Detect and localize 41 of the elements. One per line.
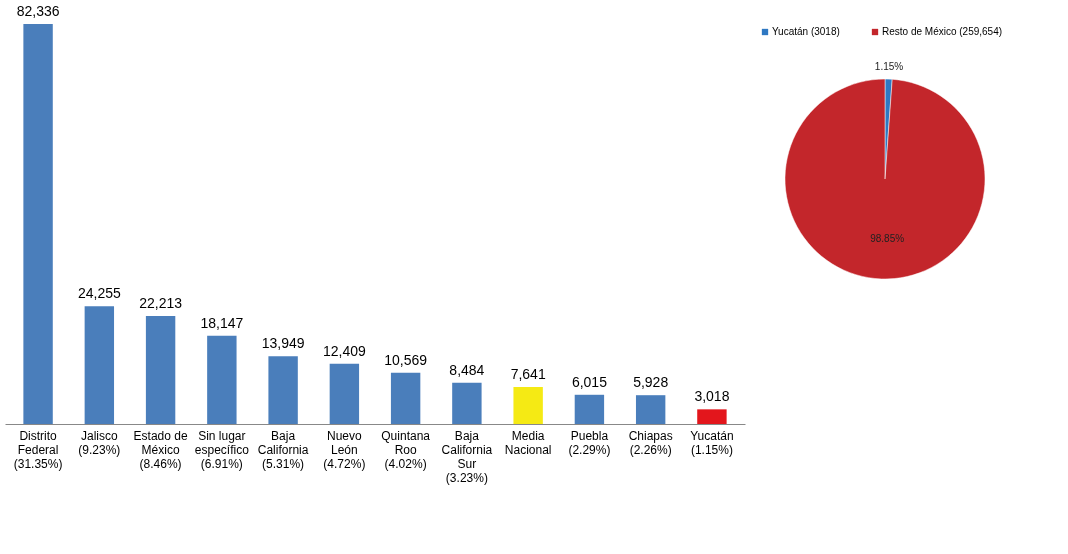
bar <box>145 316 176 424</box>
bar <box>452 382 482 424</box>
x-tick-label: Estado de México (8.46%) <box>133 428 188 471</box>
bar <box>697 409 727 424</box>
x-tick-label: Jalisco (9.23%) <box>78 428 121 457</box>
data-label: 98.85% <box>870 232 905 244</box>
bar <box>329 363 360 424</box>
bar <box>207 335 237 424</box>
bar <box>390 372 421 424</box>
x-tick-label: Yucatán (1.15%) <box>690 428 734 457</box>
x-tick-label: Distrito Federal (31.35%) <box>13 428 63 471</box>
bar <box>23 24 53 424</box>
x-tick-label: Quintana Roo (4.02%) <box>381 428 431 471</box>
data-label: 22,213 <box>139 295 183 312</box>
data-label: 10,569 <box>384 351 428 368</box>
bar <box>268 356 298 424</box>
x-tick-label: Chiapas (2.26%) <box>628 428 673 457</box>
x-tick-label: Sin lugar específico (6.91%) <box>194 428 250 471</box>
data-label: 13,949 <box>261 335 305 352</box>
data-label: 18,147 <box>200 314 244 331</box>
data-label: 6,015 <box>571 373 608 390</box>
x-tick-label: Baja California Sur (3.23%) <box>441 428 493 485</box>
x-tick-label: Baja California (5.31%) <box>257 428 309 471</box>
data-label: 3,018 <box>694 388 730 405</box>
bar <box>574 394 605 424</box>
bar <box>513 386 543 424</box>
x-tick-label: Media Nacional <box>504 428 552 457</box>
bar <box>84 306 115 424</box>
data-label: 1.15% <box>874 61 904 73</box>
data-label: 8,484 <box>449 361 485 378</box>
bar <box>635 395 666 424</box>
x-tick-label: Puebla (2.29%) <box>568 428 611 457</box>
data-label: 7,641 <box>510 365 546 382</box>
data-label: 82,336 <box>16 3 60 19</box>
x-tick-label: Nuevo León (4.72%) <box>323 428 366 471</box>
legend-label: Yucatán (3018) <box>772 26 840 37</box>
data-label: 24,255 <box>77 285 121 302</box>
data-label: 12,409 <box>322 342 366 359</box>
data-label: 5,928 <box>633 374 669 391</box>
pie-slice <box>784 78 986 280</box>
legend-label: Resto de México (259,654) <box>882 26 1003 37</box>
